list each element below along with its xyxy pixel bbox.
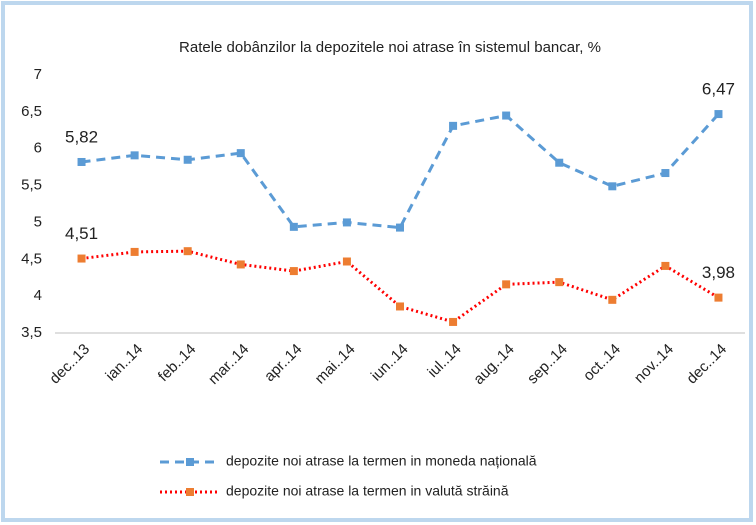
marker — [555, 158, 564, 167]
marker — [342, 218, 351, 227]
marker — [236, 149, 245, 158]
legend-marker — [186, 488, 194, 496]
y-tick-label: 7 — [34, 66, 42, 83]
legend-label: depozite noi atrase la termen in valută … — [226, 483, 509, 499]
y-tick-label: 6,5 — [21, 103, 42, 120]
data-label: 5,82 — [65, 127, 98, 146]
y-tick-label: 3,5 — [21, 324, 42, 341]
marker — [661, 261, 670, 270]
marker — [502, 111, 511, 120]
marker — [449, 121, 458, 130]
y-tick-label: 5,5 — [21, 177, 42, 194]
chart-title: Ratele dobânzilor la depozitele noi atra… — [179, 39, 601, 56]
marker — [396, 223, 404, 232]
marker — [130, 247, 139, 256]
marker — [289, 222, 298, 231]
marker — [449, 317, 458, 326]
marker — [183, 247, 192, 256]
marker — [608, 182, 617, 191]
marker — [77, 254, 86, 263]
marker — [183, 155, 192, 164]
y-tick-label: 5 — [34, 213, 42, 230]
y-tick-label: 6 — [34, 140, 42, 157]
marker — [555, 278, 564, 287]
y-tick-label: 4 — [34, 287, 42, 304]
marker — [130, 151, 139, 160]
marker — [342, 257, 351, 266]
marker — [502, 280, 511, 289]
marker — [236, 260, 245, 269]
data-label: 4,51 — [65, 224, 98, 243]
legend-marker — [186, 458, 194, 466]
marker — [608, 295, 617, 304]
y-tick-label: 4,5 — [21, 250, 42, 267]
legend-label: depozite noi atrase la termen in moneda … — [226, 453, 537, 469]
marker — [714, 110, 723, 119]
marker — [289, 267, 298, 276]
data-label: 6,47 — [702, 80, 735, 99]
marker — [661, 169, 670, 178]
marker — [77, 157, 86, 166]
marker — [714, 293, 723, 302]
data-label: 3,98 — [702, 263, 735, 282]
marker — [396, 302, 404, 311]
